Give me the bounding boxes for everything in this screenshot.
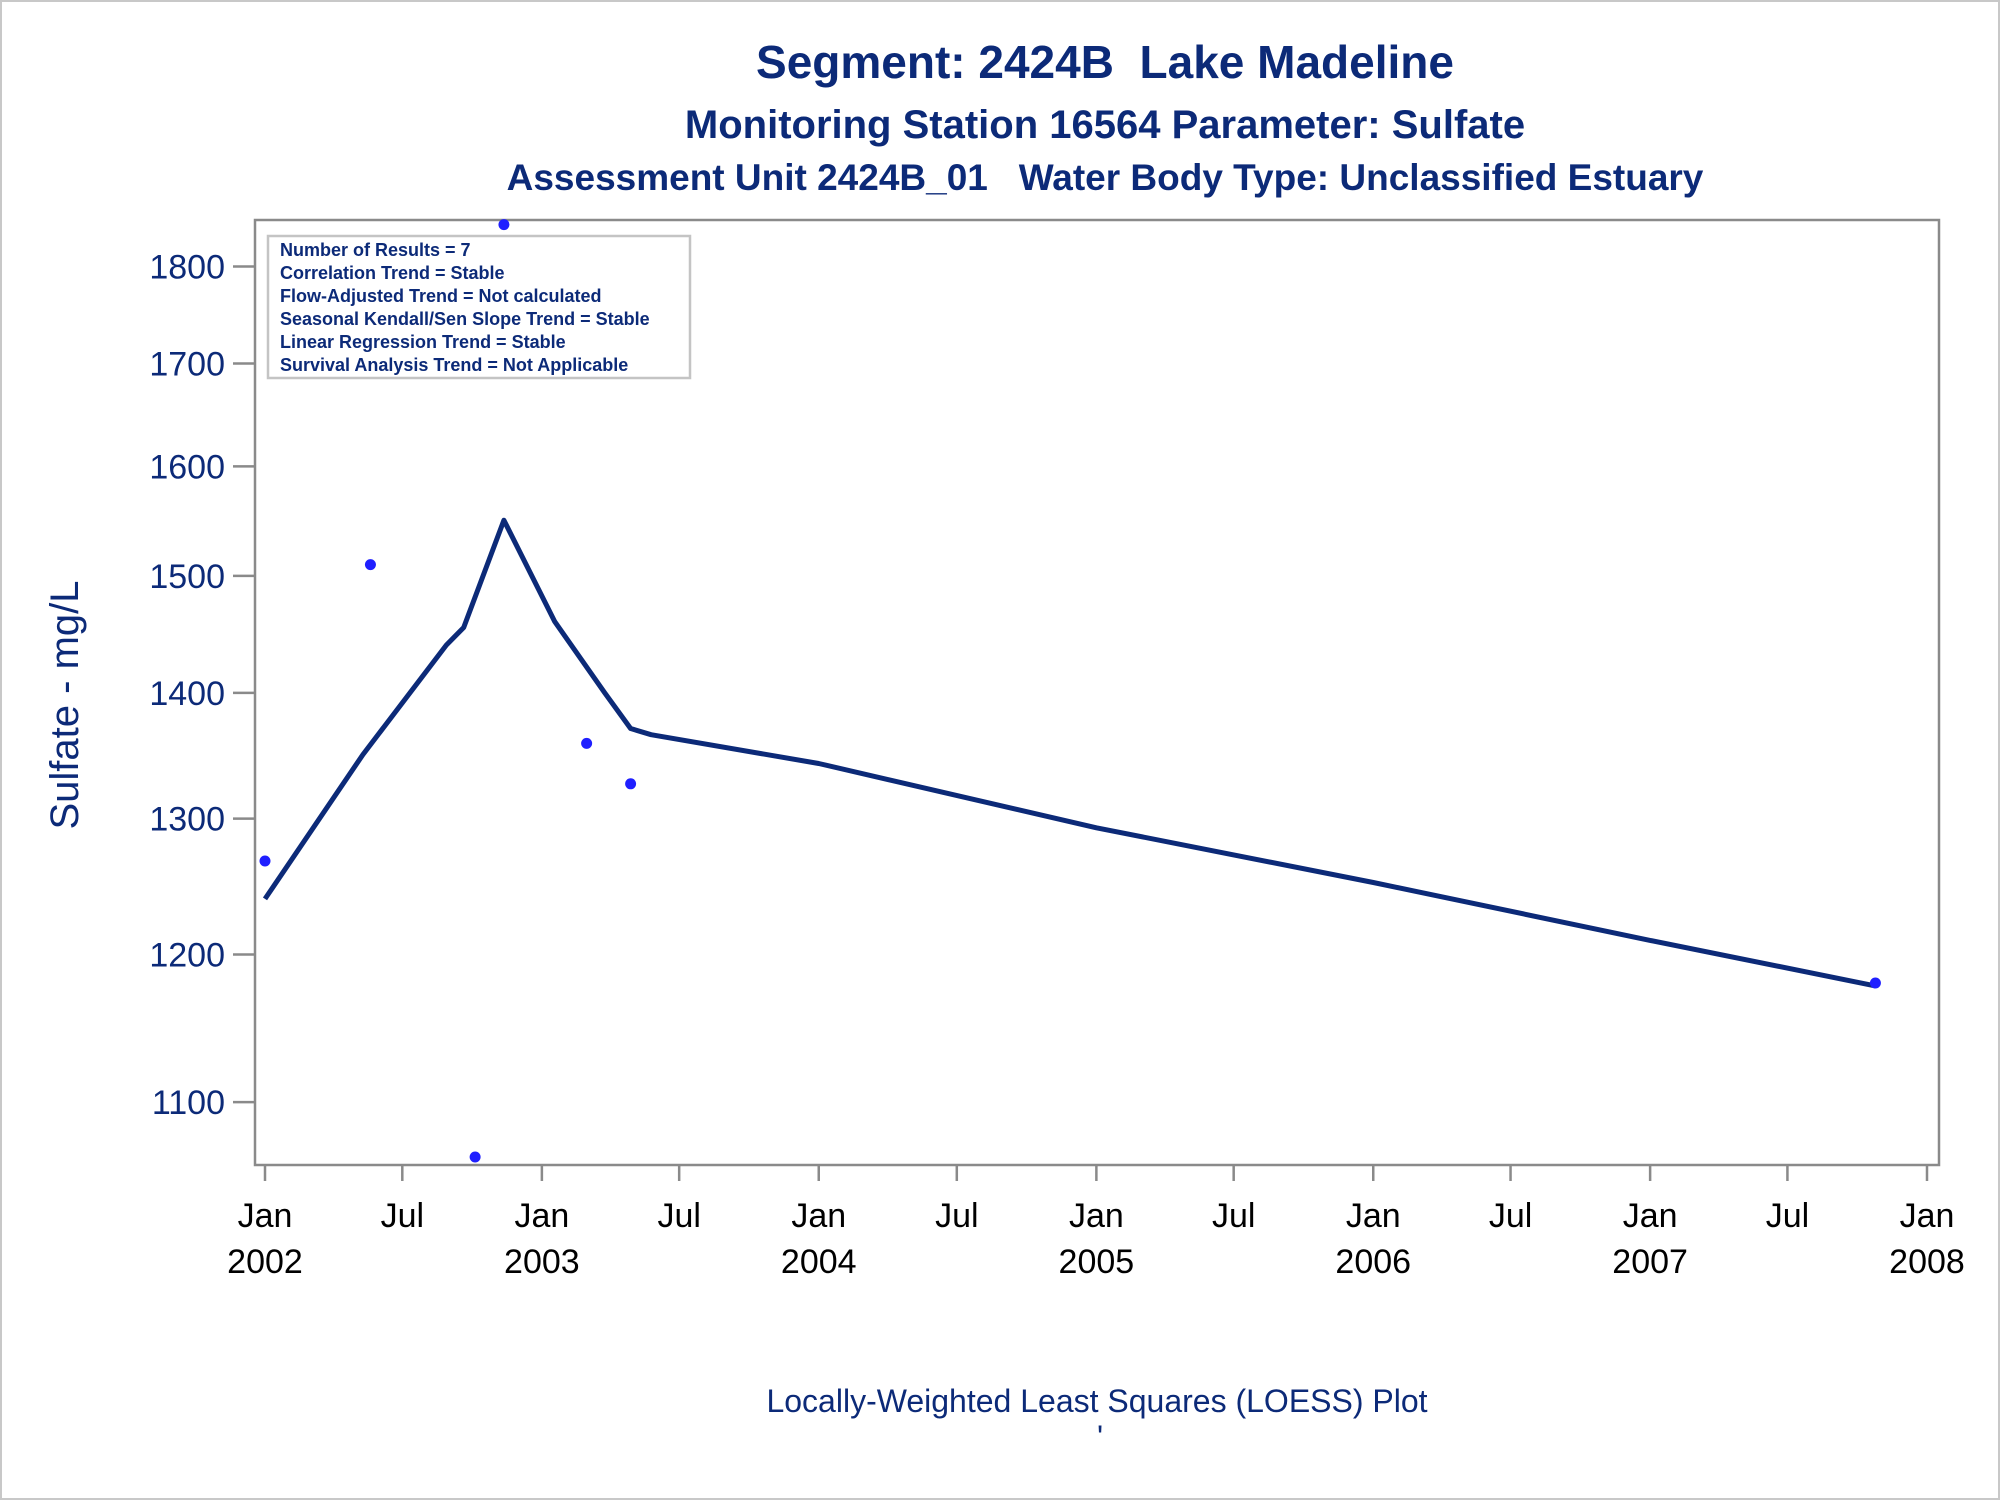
stats-box-frame [266,234,692,380]
data-points [259,219,1881,1163]
x-tick-month: Jul [1212,1197,1255,1235]
chart-subtitle: Monitoring Station 16564 Parameter: Sulf… [685,103,1525,147]
x-tick-month: Jan [1346,1197,1401,1235]
stat-linear-regression-trend: Linear Regression Trend = Stable [280,332,566,352]
x-tick-year: 2007 [1612,1243,1688,1281]
data-point [1869,977,1881,989]
chart-title: Segment: 2424B Lake Madeline [756,36,1454,88]
x-tick-year: 2005 [1059,1243,1135,1281]
chart-subtitle-2: Assessment Unit 2424B_01 Water Body Type… [507,157,1704,198]
x-tick-month: Jul [381,1197,424,1235]
x-tick-month: Jul [935,1197,978,1235]
data-point [498,219,510,231]
footnote: Locally-Weighted Least Squares (LOESS) P… [766,1383,1427,1419]
data-point [364,559,376,571]
x-tick-month: Jan [791,1197,846,1235]
stat-flow-adjusted-trend: Flow-Adjusted Trend = Not calculated [280,286,602,306]
y-tick-label: 1600 [149,448,225,486]
data-point [469,1151,481,1163]
stat-correlation-trend: Correlation Trend = Stable [280,263,505,283]
y-tick-label: 1500 [149,558,225,596]
x-tick-month: Jul [657,1197,700,1235]
stat-number-of-results: Number of Results = 7 [280,240,471,260]
x-tick-month: Jan [238,1197,293,1235]
x-tick-month: Jul [1489,1197,1532,1235]
y-tick-label: 1300 [149,801,225,839]
loess-curve [262,517,1876,989]
x-axis: Jan 2002 Jul Jan 2003 Jul Jan 2004 Jul Jan 2005 Jul… [227,1165,1965,1281]
footnote-mark: ' [1097,1419,1103,1455]
x-tick-month: Jul [1766,1197,1809,1235]
data-point [581,737,593,749]
stats-box: Number of Results = 7 Correlation Trend … [266,234,692,380]
x-tick-year: 2008 [1889,1243,1965,1281]
stat-seasonal-kendall-trend: Seasonal Kendall/Sen Slope Trend = Stabl… [280,309,650,329]
data-point [259,855,271,867]
y-axis-label: Sulfate - mg/L [43,580,87,829]
data-point [625,778,637,790]
x-tick-year: 2002 [227,1243,303,1281]
y-tick-label: 1800 [149,248,225,286]
x-tick-month: Jan [1900,1197,1955,1235]
y-tick-label: 1400 [149,675,225,713]
x-tick-month: Jan [1069,1197,1124,1235]
y-tick-label: 1200 [149,937,225,975]
y-tick-label: 1100 [152,1084,225,1122]
x-tick-year: 2006 [1335,1243,1411,1281]
x-tick-month: Jan [514,1197,569,1235]
y-tick-label: 1700 [149,345,225,383]
y-axis: 1100 1200 1300 1400 1500 1600 1700 1800 [149,248,255,1122]
x-tick-month: Jan [1623,1197,1678,1235]
stat-survival-analysis-trend: Survival Analysis Trend = Not Applicable [280,355,628,375]
x-tick-year: 2003 [504,1243,580,1281]
x-tick-year: 2004 [781,1243,857,1281]
